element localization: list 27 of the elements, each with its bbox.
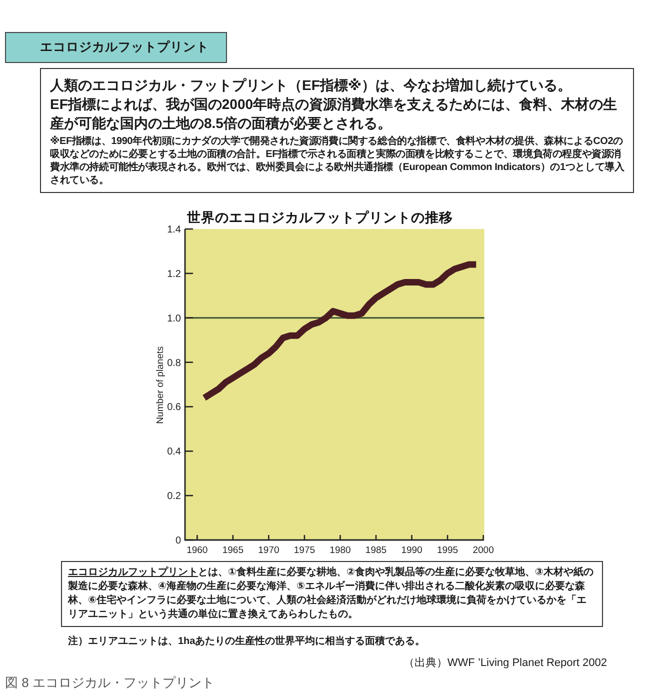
- x-tick-label: 1995: [436, 545, 458, 556]
- x-tick-label: 2000: [472, 545, 494, 556]
- caption: 図 8 エコロジカル・フットプリント: [5, 675, 214, 690]
- x-tick-label: 1980: [330, 545, 351, 556]
- text: EF指標によれば、我が国の2000年時点の資源消費水準を支えるためには、食料、木材の生産が可能な国内の土地の8.5倍の面積が必要とされる。: [50, 96, 618, 131]
- x-tick-label: 1965: [222, 545, 244, 556]
- y-tick-label: 0.4: [167, 446, 182, 458]
- y-axis-title: Number of planets: [155, 346, 166, 424]
- text: 人類のエコロジカル・フットプリント（EF指標※）は、今なお増加し続けている。: [50, 77, 572, 93]
- text: （出典）WWF ’Living Planet Report 2002: [403, 657, 607, 669]
- y-tick-label: 1.4: [167, 224, 182, 236]
- y-tick-label: 0.2: [167, 491, 182, 502]
- y-tick-label: 1.2: [167, 268, 182, 280]
- y-tick-label: 1.0: [167, 313, 182, 324]
- text: エコロジカルフットプリント: [40, 40, 209, 54]
- x-tick-label: 1985: [365, 545, 387, 556]
- x-tick-label: 1960: [186, 545, 208, 556]
- text: ※EF指標は、1990年代初頭にカナダの大学で開発された資源消費に関する総合的な指標で、食料や木材の提供、森林によるCO2の吸収などのために必要とする土地の面積の合計。EF指標で示される面積と実際の面積を比較することで、環境負荷の程度や資源消費水準の持続可能性が表現される。欧州では、欧州委員会による欧州共通指標（European Common Indicators）の1つとして導入されている。: [50, 136, 624, 186]
- y-tick-label: 0.8: [167, 358, 182, 369]
- chart-title: 世界のエコロジカルフットプリントの推移: [186, 209, 453, 225]
- text: 注）エリアユニットは、1haあたりの生産性の世界平均に相当する面積である。: [68, 636, 426, 647]
- y-tick-label: 0.6: [167, 402, 182, 414]
- x-tick-label: 1990: [401, 545, 422, 556]
- x-tick-label: 1975: [294, 545, 316, 556]
- text: エコロジカルフットプリント: [68, 567, 198, 578]
- y-tick-label: 0: [175, 536, 182, 546]
- x-tick-label: 1970: [258, 545, 280, 556]
